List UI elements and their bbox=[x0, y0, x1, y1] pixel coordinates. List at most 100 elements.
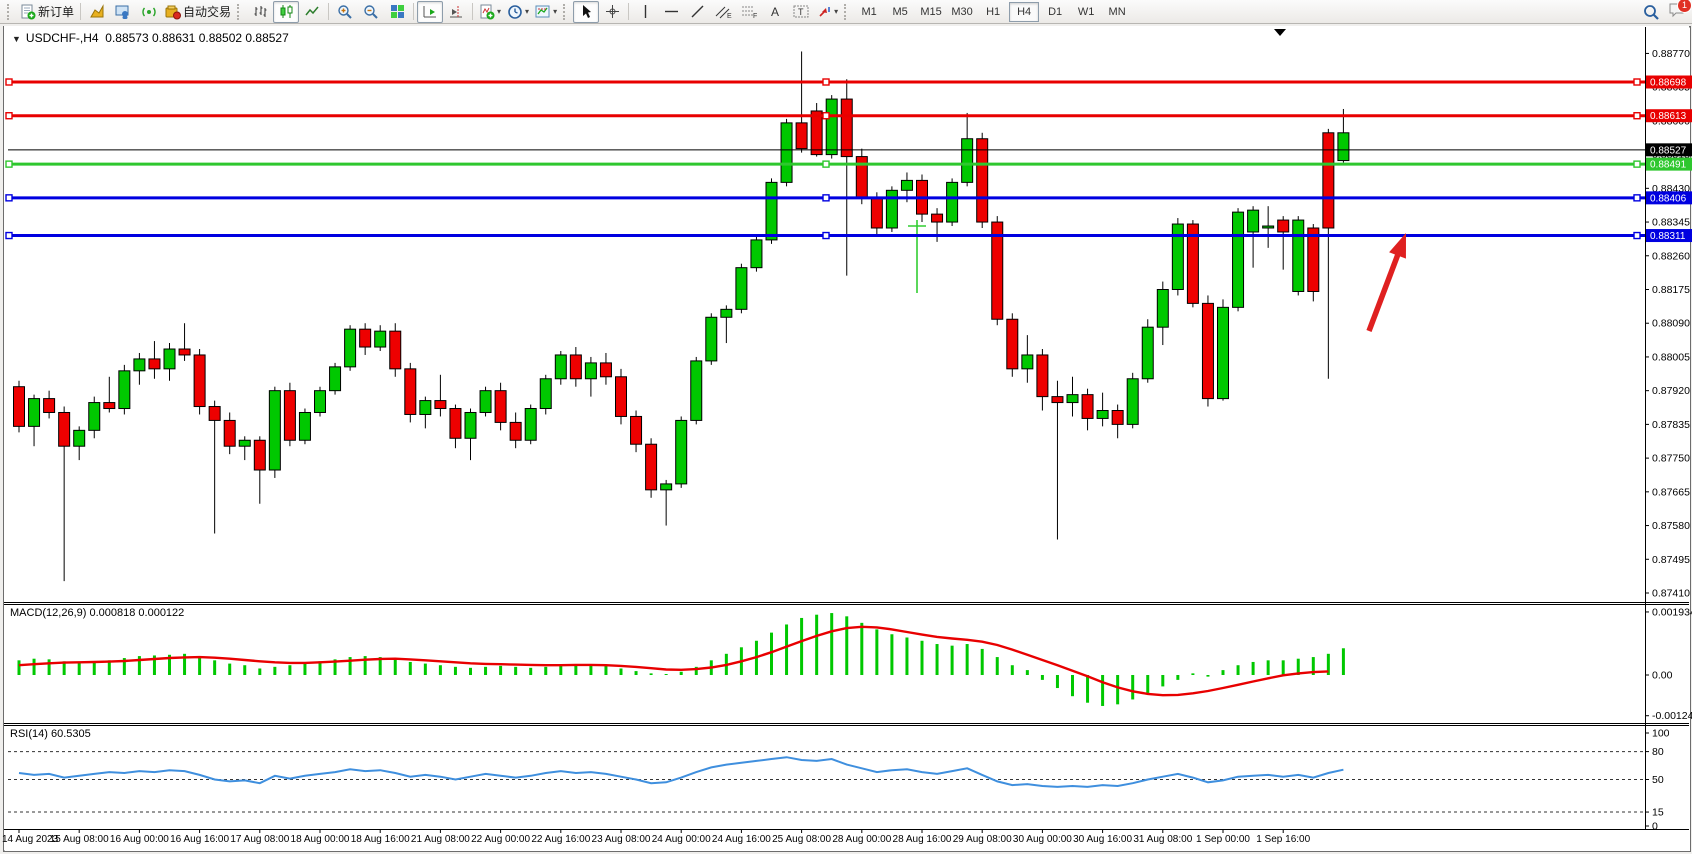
toolbar-grip bbox=[563, 3, 570, 20]
svg-text:0.88345: 0.88345 bbox=[1652, 217, 1690, 229]
dropdown-caret-icon: ▾ bbox=[497, 7, 502, 16]
chart-line-button[interactable] bbox=[299, 1, 325, 23]
arrows-button[interactable]: ▾ bbox=[814, 1, 841, 23]
svg-text:0.88406: 0.88406 bbox=[1650, 193, 1687, 204]
toolbar-separator bbox=[80, 3, 82, 20]
auto-scroll-icon bbox=[423, 6, 437, 18]
svg-text:A: A bbox=[771, 5, 779, 19]
svg-text:0.88491: 0.88491 bbox=[1650, 160, 1687, 171]
market-watch-icon bbox=[90, 3, 104, 17]
market-watch-button[interactable] bbox=[84, 1, 110, 23]
toolbar-grip bbox=[237, 3, 244, 20]
price-tag-0.88698 bbox=[1646, 75, 1692, 89]
timeframe-m5[interactable]: M5 bbox=[892, 5, 908, 18]
horizontal-line-button[interactable] bbox=[658, 1, 684, 23]
autotrade-label: 自动交易 bbox=[183, 5, 232, 19]
price-tag-0.88491 bbox=[1646, 157, 1692, 171]
dropdown-caret-icon: ▾ bbox=[553, 7, 558, 16]
signals-button[interactable] bbox=[136, 1, 162, 23]
timeframe-d1[interactable]: D1 bbox=[1048, 5, 1063, 18]
rsi-line bbox=[18, 756, 1344, 788]
cross-marker-object[interactable] bbox=[908, 220, 926, 293]
vertical-line-button[interactable] bbox=[632, 1, 658, 23]
svg-text:17 Aug 08:00: 17 Aug 08:00 bbox=[230, 834, 289, 845]
fibonacci-icon: F bbox=[741, 6, 757, 19]
templates-button[interactable]: ▾ bbox=[532, 1, 560, 23]
cursor-button[interactable] bbox=[573, 0, 600, 23]
svg-text:22 Aug 16:00: 22 Aug 16:00 bbox=[531, 834, 590, 845]
cursor-icon bbox=[583, 5, 592, 18]
level-line-0.88311[interactable]: 0.88311 bbox=[5, 229, 1692, 243]
chart-candles-button[interactable] bbox=[273, 0, 300, 23]
trendline-button[interactable] bbox=[684, 1, 710, 23]
equidistant-channel-button[interactable]: E bbox=[710, 1, 736, 23]
timeframe-m30[interactable]: M30 bbox=[951, 5, 973, 18]
clock-icon bbox=[508, 4, 522, 19]
timeframe-m15[interactable]: M15 bbox=[920, 5, 942, 18]
fibonacci-button[interactable]: F bbox=[736, 1, 762, 23]
svg-text:22 Aug 00:00: 22 Aug 00:00 bbox=[471, 834, 530, 845]
indicators-button[interactable]: ▾ bbox=[476, 1, 504, 23]
svg-text:F: F bbox=[753, 13, 757, 19]
toolbar-separator bbox=[413, 3, 415, 20]
periods-button[interactable]: ▾ bbox=[504, 1, 532, 23]
svg-text:T: T bbox=[798, 7, 804, 17]
signals-icon bbox=[142, 7, 156, 16]
trend-arrow-object[interactable] bbox=[1366, 233, 1406, 332]
chart-shift-icon bbox=[450, 6, 463, 18]
new-order-label: 新订单 bbox=[38, 5, 75, 19]
chart-bars-button[interactable] bbox=[247, 1, 273, 23]
svg-text:28 Aug 16:00: 28 Aug 16:00 bbox=[893, 834, 952, 845]
notifications-button[interactable]: 1 bbox=[1668, 0, 1692, 23]
svg-text:29 Aug 08:00: 29 Aug 08:00 bbox=[953, 834, 1012, 845]
svg-text:1 Sep 16:00: 1 Sep 16:00 bbox=[1256, 834, 1310, 845]
svg-text:0.88311: 0.88311 bbox=[1650, 231, 1686, 242]
svg-text:0.87920: 0.87920 bbox=[1652, 385, 1690, 397]
chart-title-dropdown-icon[interactable]: ▼ bbox=[12, 34, 21, 44]
svg-text:100: 100 bbox=[1652, 728, 1670, 740]
svg-text:0.88770: 0.88770 bbox=[1652, 48, 1690, 60]
level-line-0.88613[interactable]: 0.88613 bbox=[5, 109, 1692, 123]
rsi-indicator-label: RSI(14) 60.5305 bbox=[10, 728, 91, 740]
dropdown-caret-icon: ▾ bbox=[834, 7, 839, 16]
chart-shift-button[interactable] bbox=[443, 1, 469, 23]
level-line-0.88698[interactable]: 0.88698 bbox=[5, 75, 1692, 89]
timeframe-h4[interactable]: H4 bbox=[1009, 1, 1040, 22]
timeframe-mn[interactable]: MN bbox=[1108, 5, 1126, 18]
text-label-button[interactable]: T bbox=[788, 1, 814, 23]
chart-ohlc-quotes: 0.88573 0.88631 0.88502 0.88527 bbox=[105, 31, 289, 45]
template-icon bbox=[535, 5, 550, 17]
text-icon: A bbox=[771, 5, 779, 19]
candles bbox=[13, 51, 1350, 582]
timeframe-h1[interactable]: H1 bbox=[986, 5, 1001, 18]
text-button[interactable]: A bbox=[762, 1, 788, 23]
new-order-button[interactable]: 新订单 bbox=[17, 1, 77, 23]
price-tag-0.88527 bbox=[1646, 143, 1692, 157]
auto-scroll-button[interactable] bbox=[417, 0, 444, 23]
navigator-button[interactable] bbox=[110, 1, 136, 23]
toolbar-right-group: 1 bbox=[1643, 0, 1692, 24]
level-line-0.88491[interactable]: 0.88491 bbox=[5, 157, 1692, 171]
timeframe-m1[interactable]: M1 bbox=[861, 5, 877, 18]
svg-text:0.88005: 0.88005 bbox=[1652, 351, 1690, 363]
toolbar-grip bbox=[7, 3, 14, 20]
svg-text:-0.001249: -0.001249 bbox=[1652, 710, 1692, 722]
zoom-out-button[interactable] bbox=[358, 1, 384, 23]
crosshair-button[interactable] bbox=[599, 1, 625, 23]
chart-shift-marker[interactable] bbox=[1274, 29, 1286, 36]
search-icon[interactable] bbox=[1643, 4, 1660, 21]
level-line-0.88527[interactable]: 0.88527 bbox=[8, 143, 1692, 157]
timeframe-w1[interactable]: W1 bbox=[1077, 5, 1095, 18]
autotrade-button[interactable]: 自动交易 bbox=[162, 1, 234, 23]
tile-windows-button[interactable] bbox=[384, 1, 410, 23]
zoom-in-button[interactable] bbox=[332, 1, 358, 23]
level-line-0.88406[interactable]: 0.88406 bbox=[5, 191, 1692, 205]
notification-badge: 1 bbox=[1677, 0, 1692, 13]
svg-text:23 Aug 08:00: 23 Aug 08:00 bbox=[592, 834, 651, 845]
toolbar-grip bbox=[844, 3, 851, 20]
svg-text:0.87835: 0.87835 bbox=[1652, 419, 1690, 431]
line-chart-icon bbox=[304, 6, 319, 16]
svg-text:18 Aug 00:00: 18 Aug 00:00 bbox=[291, 834, 350, 845]
toolbar-separator bbox=[472, 3, 474, 20]
